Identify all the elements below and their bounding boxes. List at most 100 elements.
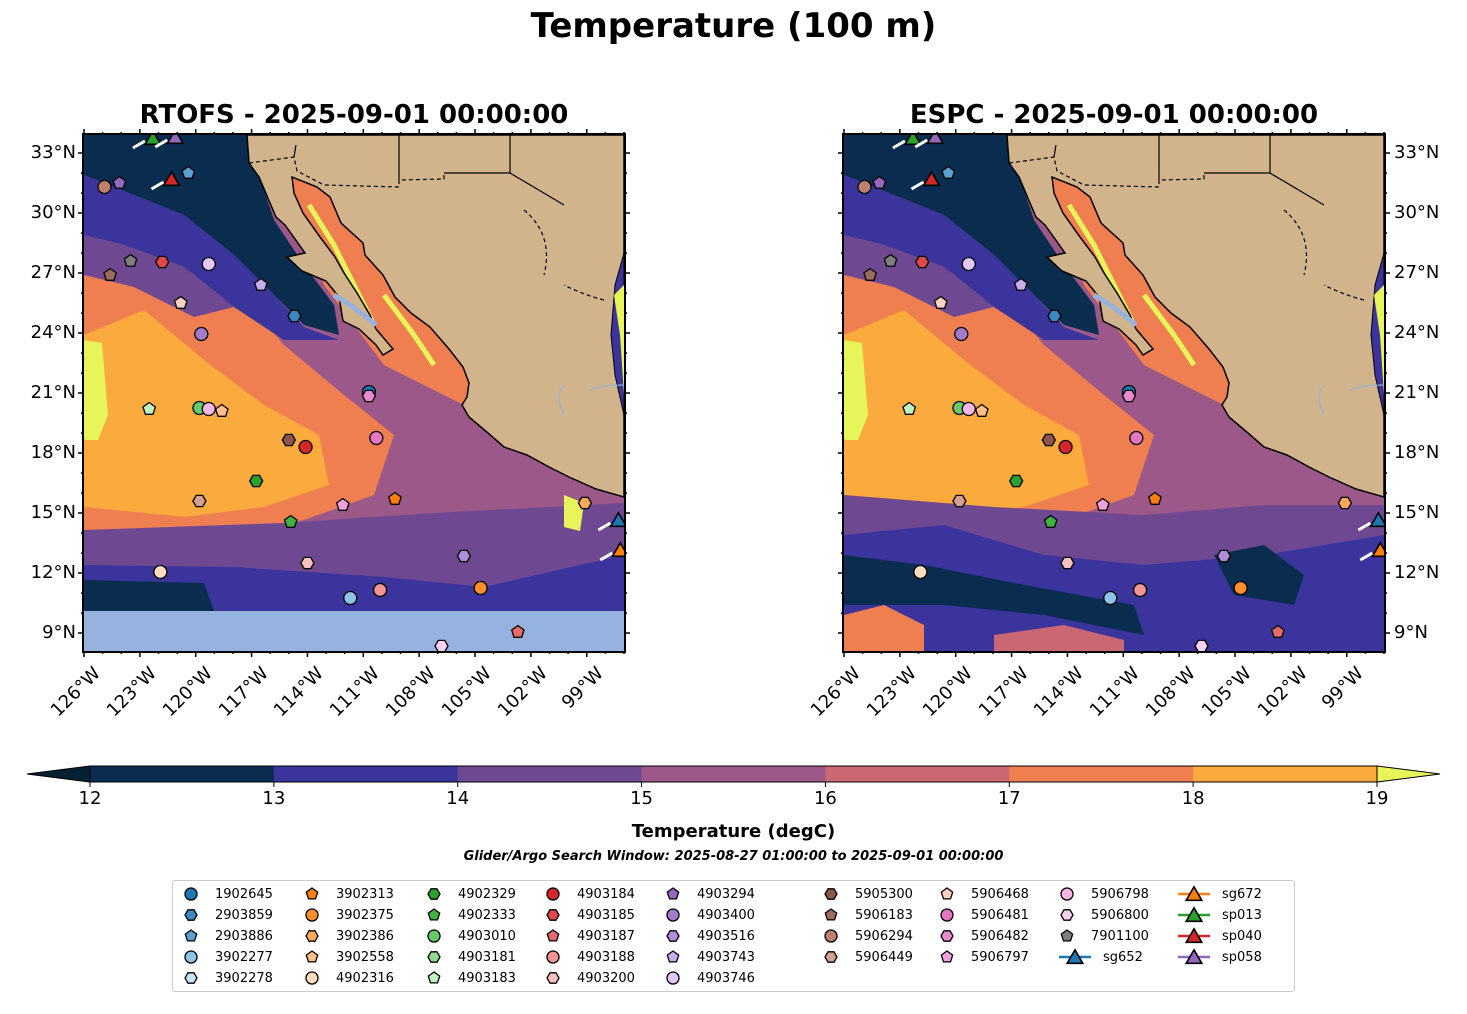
marker-3902313[interactable] [388,491,402,505]
marker-5906183[interactable] [863,267,878,281]
legend-item-sp058[interactable]: sp058 [1176,947,1262,967]
marker-4903743[interactable] [1013,277,1028,291]
marker-sp058[interactable] [166,135,185,145]
marker-sp058[interactable] [926,135,945,145]
marker-3902277[interactable] [343,590,358,606]
rtofs-map[interactable] [82,133,626,653]
legend-item-3902386[interactable]: 3902386 [302,926,394,946]
marker-sg652[interactable] [1369,511,1384,528]
marker-sp040[interactable] [162,170,181,187]
marker-7901100[interactable] [123,253,138,267]
legend-item-5906800[interactable]: 5906800 [1057,905,1149,925]
marker-4903743[interactable] [253,277,268,291]
marker-5906468[interactable] [173,295,188,309]
legend-item-4903187[interactable]: 4903187 [543,926,635,946]
marker-4903400[interactable] [194,326,209,342]
marker-4902316[interactable] [913,564,928,580]
legend-item-2903886[interactable]: 2903886 [181,926,273,946]
marker-3902375[interactable] [473,580,488,596]
legend-item-5906449[interactable]: 5906449 [821,947,913,967]
marker-2903859[interactable] [287,309,302,323]
marker-5906481[interactable] [1129,430,1144,446]
marker-4903185[interactable] [914,255,930,269]
legend-item-4903294[interactable]: 4903294 [663,884,755,904]
marker-5906468[interactable] [933,295,948,309]
marker-sp013[interactable] [903,135,923,146]
legend-item-5905300[interactable]: 5905300 [821,884,913,904]
marker-4903516[interactable] [1216,549,1232,563]
marker-4903188[interactable] [1132,582,1148,598]
legend-item-5906797[interactable]: 5906797 [937,947,1029,967]
legend-item-5906468[interactable]: 5906468 [937,884,1029,904]
legend-item-1902645[interactable]: 1902645 [181,884,273,904]
legend-item-5906482[interactable]: 5906482 [937,926,1029,946]
marker-4903184[interactable] [1058,439,1073,455]
marker-2903886[interactable] [941,165,956,179]
marker-5906449[interactable] [952,494,967,508]
marker-4903746[interactable] [201,256,216,272]
marker-3902313[interactable] [1148,491,1162,505]
marker-4903188[interactable] [372,582,388,598]
legend-item-3902558[interactable]: 3902558 [302,947,394,967]
marker-4903185[interactable] [154,255,170,269]
marker-5906482[interactable] [361,389,377,403]
legend-item-3902278[interactable]: 3902278 [181,968,273,988]
marker-4903200[interactable] [300,556,315,570]
legend-item-5906183[interactable]: 5906183 [821,905,913,925]
marker-4902329[interactable] [248,474,264,488]
marker-5906183[interactable] [103,267,118,281]
legend-item-4903188[interactable]: 4903188 [543,947,635,967]
marker-3902386[interactable] [577,496,593,510]
marker-4903184[interactable] [298,439,313,455]
legend-item-sp040[interactable]: sp040 [1176,926,1262,946]
marker-4903294[interactable] [872,175,887,189]
marker-5906797[interactable] [1095,497,1110,511]
marker-5906800[interactable] [434,639,449,651]
marker-sp013[interactable] [143,135,163,146]
marker-4902329[interactable] [1008,474,1024,488]
legend-item-4903746[interactable]: 4903746 [663,968,755,988]
marker-2903859[interactable] [1047,309,1062,323]
legend-item-4903200[interactable]: 4903200 [543,968,635,988]
marker-sg672[interactable] [611,541,625,558]
legend-item-4902316[interactable]: 4902316 [302,968,394,988]
legend-item-7901100[interactable]: 7901100 [1057,926,1149,946]
legend-item-4903184[interactable]: 4903184 [543,884,635,904]
marker-4903183[interactable] [142,401,157,415]
marker-4903187[interactable] [1270,624,1285,638]
marker-3902558[interactable] [974,403,989,417]
marker-3902558[interactable] [214,403,229,417]
marker-3902386[interactable] [1337,496,1353,510]
marker-5906800[interactable] [1194,639,1209,651]
legend-item-2903859[interactable]: 2903859 [181,905,273,925]
legend-item-4902333[interactable]: 4902333 [424,905,516,925]
marker-5905300[interactable] [1041,433,1057,447]
marker-5906482[interactable] [1121,389,1137,403]
legend-item-sp013[interactable]: sp013 [1176,905,1262,925]
legend-item-4903185[interactable]: 4903185 [543,905,635,925]
legend-item-5906481[interactable]: 5906481 [937,905,1029,925]
marker-4903400[interactable] [954,326,969,342]
marker-7901100[interactable] [883,253,898,267]
marker-5906449[interactable] [192,494,207,508]
marker-2903886[interactable] [181,165,196,179]
marker-sp040[interactable] [922,170,941,187]
legend-item-3902375[interactable]: 3902375 [302,905,394,925]
marker-4902316[interactable] [153,564,168,580]
legend-item-3902313[interactable]: 3902313 [302,884,394,904]
marker-5906797[interactable] [335,497,350,511]
marker-sg652[interactable] [609,511,624,528]
marker-4903746[interactable] [961,256,976,272]
marker-4903187[interactable] [510,624,525,638]
legend-item-sg672[interactable]: sg672 [1176,884,1262,904]
legend-item-3902277[interactable]: 3902277 [181,947,273,967]
marker-4903183[interactable] [902,401,917,415]
legend-item-5906294[interactable]: 5906294 [821,926,913,946]
legend-item-sg652[interactable]: sg652 [1057,947,1143,967]
marker-5906294[interactable] [857,179,872,195]
marker-3902375[interactable] [1233,580,1248,596]
marker-sg672[interactable] [1371,541,1385,558]
legend-item-4903010[interactable]: 4903010 [424,926,516,946]
legend-item-4903743[interactable]: 4903743 [663,947,755,967]
legend-item-4903181[interactable]: 4903181 [424,947,516,967]
